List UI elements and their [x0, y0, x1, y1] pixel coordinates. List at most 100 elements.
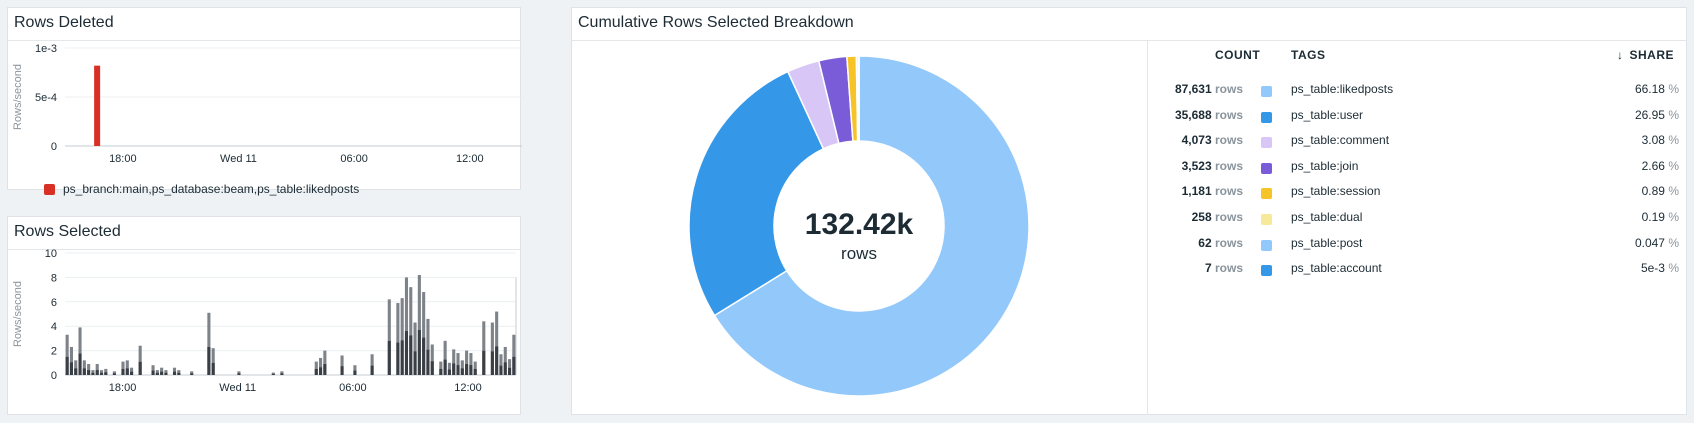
bar-segment[interactable]	[512, 356, 516, 375]
bar[interactable]	[151, 365, 155, 375]
bar[interactable]	[490, 322, 494, 375]
bar[interactable]	[138, 345, 142, 375]
bar-segment[interactable]	[396, 342, 400, 375]
bar[interactable]	[280, 371, 284, 375]
bar-segment[interactable]	[340, 366, 344, 375]
bar[interactable]	[396, 303, 400, 375]
bar-segment[interactable]	[465, 364, 469, 375]
bar[interactable]	[422, 292, 426, 375]
table-row[interactable]: 62 rows ps_table:post 0.047 %	[1147, 236, 1688, 256]
column-header-share[interactable]: ↓ SHARE	[1617, 48, 1674, 62]
column-header-tags[interactable]: TAGS	[1291, 48, 1326, 62]
bar[interactable]	[439, 361, 443, 375]
bar-segment[interactable]	[151, 370, 155, 375]
bar[interactable]	[430, 344, 434, 376]
bar-segment[interactable]	[323, 364, 327, 375]
bar[interactable]	[172, 367, 177, 375]
bar[interactable]	[211, 348, 215, 375]
bar-segment[interactable]	[443, 359, 447, 375]
bar[interactable]	[404, 277, 409, 375]
bar-segment[interactable]	[319, 367, 323, 375]
bar[interactable]	[469, 353, 473, 375]
bar-segment[interactable]	[69, 362, 73, 375]
bar[interactable]	[74, 360, 78, 375]
table-row[interactable]: 35,688 rows ps_table:user 26.95 %	[1147, 108, 1688, 128]
column-header-count[interactable]: COUNT	[1215, 48, 1261, 62]
table-row[interactable]: 258 rows ps_table:dual 0.19 %	[1147, 210, 1688, 230]
bar-segment[interactable]	[125, 368, 129, 375]
bar[interactable]	[130, 367, 134, 375]
bar-segment[interactable]	[473, 368, 477, 375]
bar[interactable]	[237, 371, 241, 375]
bar[interactable]	[112, 371, 116, 375]
bar[interactable]	[443, 340, 447, 375]
bar[interactable]	[69, 346, 73, 375]
bar[interactable]	[99, 370, 104, 375]
bar[interactable]	[417, 274, 421, 375]
bar-segment[interactable]	[138, 361, 142, 375]
bar-segment[interactable]	[314, 368, 318, 375]
bar[interactable]	[400, 298, 404, 375]
rows-selected-chart[interactable]: 10 8 6 4 2 0 Rows/second 18:00 Wed 11 06:00 12:00	[8, 245, 522, 415]
bar-segment[interactable]	[490, 351, 494, 375]
bar[interactable]	[473, 361, 477, 375]
bar[interactable]	[456, 353, 460, 375]
bar-segment[interactable]	[495, 346, 499, 375]
bar-segment[interactable]	[237, 373, 241, 375]
bar[interactable]	[91, 370, 95, 375]
bar[interactable]	[207, 312, 211, 375]
bar-segment[interactable]	[482, 350, 486, 375]
bar-segment[interactable]	[112, 373, 116, 375]
bar-segment[interactable]	[99, 372, 104, 375]
bar-segment[interactable]	[387, 340, 391, 375]
bar-segment[interactable]	[456, 365, 460, 375]
bar-segment[interactable]	[271, 373, 275, 375]
bar[interactable]	[452, 349, 456, 375]
bar-segment[interactable]	[469, 365, 473, 375]
bar[interactable]	[409, 287, 413, 375]
bar[interactable]	[78, 327, 82, 375]
bar-segment[interactable]	[430, 361, 434, 375]
donut-chart[interactable]: 132.42k rows	[572, 41, 1147, 416]
bar-segment[interactable]	[417, 329, 421, 375]
bar-segment[interactable]	[452, 363, 456, 375]
bar[interactable]	[155, 370, 159, 375]
bar-segment[interactable]	[160, 371, 164, 375]
bar-segment[interactable]	[121, 368, 125, 375]
bar[interactable]	[482, 321, 486, 375]
bar-segment[interactable]	[164, 372, 168, 375]
bar[interactable]	[82, 360, 86, 375]
bar-segment[interactable]	[426, 349, 430, 375]
bar-segment[interactable]	[370, 365, 374, 375]
bar[interactable]	[503, 346, 507, 375]
bar[interactable]	[499, 354, 503, 375]
donut-slice[interactable]	[688, 70, 825, 317]
table-row[interactable]: 1,181 rows ps_table:session 0.89 %	[1147, 184, 1688, 204]
bar[interactable]	[95, 364, 99, 375]
bar[interactable]	[465, 350, 469, 375]
bar[interactable]	[319, 357, 323, 375]
bar-segment[interactable]	[190, 373, 194, 375]
bar[interactable]	[121, 361, 125, 375]
bar[interactable]	[387, 299, 391, 375]
bar-segment[interactable]	[87, 370, 91, 375]
bar[interactable]	[340, 355, 344, 375]
table-row[interactable]: 7 rows ps_table:account 5e-3 %	[1147, 261, 1688, 281]
bar-segment[interactable]	[177, 372, 181, 375]
bar-segment[interactable]	[78, 353, 82, 375]
bar[interactable]	[413, 322, 417, 375]
bar[interactable]	[271, 372, 275, 375]
bar[interactable]	[323, 350, 327, 375]
table-row[interactable]: 4,073 rows ps_table:comment 3.08 %	[1147, 133, 1688, 153]
table-row[interactable]: 87,631 rows ps_table:likedposts 66.18 %	[1147, 82, 1688, 102]
bar-segment[interactable]	[172, 371, 177, 375]
bar[interactable]	[94, 65, 101, 146]
bar-segment[interactable]	[91, 372, 95, 375]
bar-segment[interactable]	[400, 340, 404, 375]
bar-segment[interactable]	[409, 335, 413, 375]
bar-segment[interactable]	[503, 362, 507, 375]
bar-segment[interactable]	[211, 362, 215, 375]
bar-segment[interactable]	[460, 368, 464, 375]
bar-segment[interactable]	[95, 370, 99, 375]
bar-segment[interactable]	[499, 365, 503, 375]
